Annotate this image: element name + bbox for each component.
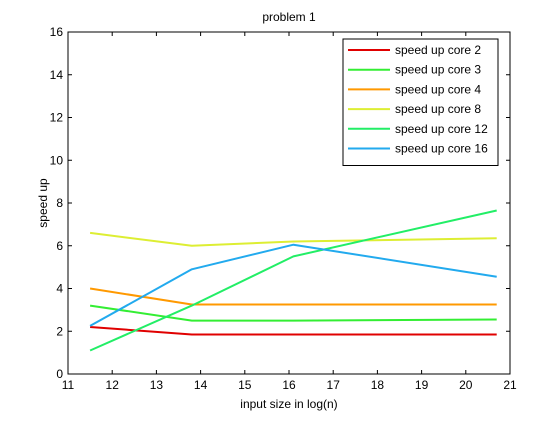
- x-tick-label: 21: [503, 378, 517, 392]
- series-line-2: [89, 304, 497, 322]
- x-tick-label: 19: [415, 378, 429, 392]
- series-lines: [89, 209, 497, 352]
- legend-label: speed up core 2: [395, 43, 481, 57]
- legend-box: [342, 38, 499, 166]
- x-axis-label: input size in log(n): [240, 397, 337, 411]
- legend-label: speed up core 8: [395, 102, 481, 116]
- x-tick-label: 18: [371, 378, 385, 392]
- y-axis-label: speed up: [36, 178, 50, 228]
- y-tick-label: 10: [50, 153, 64, 167]
- x-tick-label: 13: [150, 378, 164, 392]
- x-tick-label: 12: [106, 378, 120, 392]
- legend-label: speed up core 3: [395, 63, 481, 77]
- legend-label: speed up core 12: [395, 122, 488, 136]
- series-line-4: [89, 231, 497, 247]
- x-tick-label: 15: [238, 378, 252, 392]
- y-tick-label: 2: [56, 324, 63, 338]
- x-tick-label: 11: [62, 378, 75, 392]
- x-tick-label: 17: [327, 378, 341, 392]
- axis-ticks: 11 12 13 14 15 16 17 18 19 20 21 0 2 4 6 8 10 12 14 16: [50, 25, 517, 392]
- legend: speed up core 2 speed up core 3 speed up c…: [342, 38, 499, 166]
- y-tick-label: 6: [56, 239, 63, 253]
- chart-title: problem 1: [262, 10, 316, 24]
- y-tick-label: 0: [56, 367, 63, 381]
- legend-label: speed up core 4: [395, 82, 481, 96]
- y-tick-label: 8: [56, 196, 63, 210]
- series-line-6: [89, 243, 497, 327]
- x-tick-label: 14: [194, 378, 208, 392]
- y-tick-label: 14: [50, 68, 64, 82]
- x-tick-label: 16: [282, 378, 296, 392]
- x-tick-label: 20: [459, 378, 473, 392]
- series-line-1: [90, 326, 497, 336]
- y-tick-label: 16: [50, 25, 64, 39]
- y-tick-label: 12: [50, 111, 64, 125]
- y-tick-label: 4: [56, 282, 63, 296]
- series-line-5: [89, 209, 497, 352]
- legend-label: speed up core 16: [395, 142, 488, 156]
